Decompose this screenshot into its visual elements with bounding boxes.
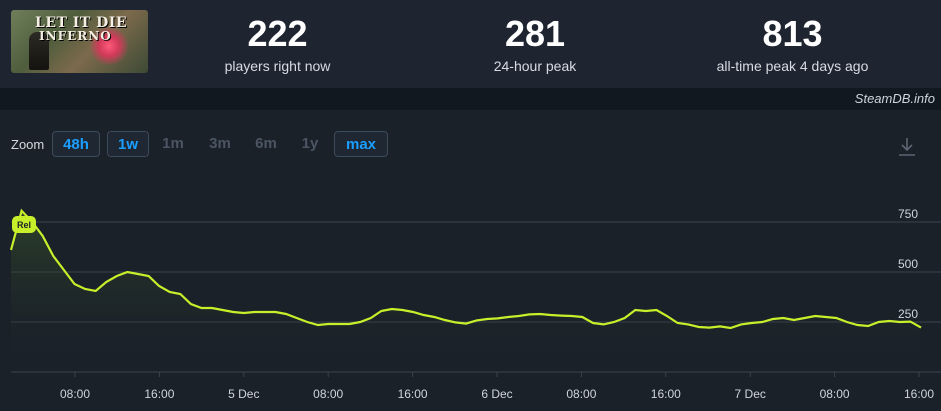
y-axis-ticks: 250 500 750	[898, 207, 918, 321]
x-axis-ticks: 08:00 16:00 5 Dec 08:00 16:00 6 Dec 08:00 16:00…	[60, 372, 934, 401]
zoom-1w-button[interactable]: 1w	[107, 131, 149, 157]
zoom-1y-button[interactable]: 1y	[301, 135, 319, 152]
peak-24h-label: 24-hour peak	[493, 58, 577, 74]
x-tick-label: 16:00	[398, 387, 428, 401]
x-tick-label: 16:00	[904, 387, 934, 401]
x-tick-label: 08:00	[60, 387, 90, 401]
x-tick-label: 16:00	[144, 387, 174, 401]
zoom-6m-button[interactable]: 6m	[255, 135, 277, 152]
x-tick-label: 08:00	[566, 387, 596, 401]
players-now-value: 222	[247, 13, 308, 54]
players-now-label: players right now	[224, 58, 331, 74]
stats-bar	[0, 0, 941, 88]
credit-strip	[0, 88, 941, 110]
y-tick-label: 500	[898, 257, 918, 271]
release-badge-label: Rel	[17, 220, 31, 230]
download-icon[interactable]	[896, 136, 918, 158]
x-tick-label: 5 Dec	[228, 387, 259, 401]
all-time-peak-value: 813	[762, 13, 823, 54]
zoom-48h-button[interactable]: 48h	[52, 131, 100, 157]
peak-24h-stat: 281 24-hour peak	[470, 12, 600, 75]
all-time-peak-stat: 813 all-time peak 4 days ago	[690, 12, 895, 75]
game-logo: LET IT DIE INFERNO	[35, 15, 135, 43]
series-line	[9, 208, 922, 330]
zoom-label: Zoom	[11, 137, 45, 152]
thumbnail-glow	[89, 26, 129, 66]
steamdb-credit[interactable]: SteamDB.info	[854, 91, 935, 106]
x-tick-label: 08:00	[313, 387, 343, 401]
x-tick-label: 7 Dec	[735, 387, 766, 401]
y-tick-label: 250	[898, 307, 918, 321]
release-badge[interactable]: Rel	[12, 216, 36, 233]
zoom-max-button[interactable]: max	[334, 131, 388, 157]
x-tick-label: 6 Dec	[481, 387, 512, 401]
players-now-stat: 222 players right now	[210, 12, 345, 75]
y-tick-label: 750	[898, 207, 918, 221]
peak-24h-value: 281	[504, 13, 566, 54]
all-time-peak-label: all-time peak 4 days ago	[716, 58, 869, 74]
release-badge-bg	[12, 216, 36, 233]
series-area	[11, 210, 921, 372]
game-thumbnail[interactable]: LET IT DIE INFERNO	[11, 10, 148, 73]
x-tick-label: 08:00	[820, 387, 850, 401]
game-logo-line1: LET IT DIE	[35, 15, 128, 31]
zoom-3m-button[interactable]: 3m	[209, 135, 231, 152]
thumbnail-figure	[29, 32, 49, 70]
zoom-1m-button[interactable]: 1m	[162, 135, 184, 152]
game-logo-line2: INFERNO	[39, 29, 112, 43]
x-tick-label: 16:00	[651, 387, 681, 401]
